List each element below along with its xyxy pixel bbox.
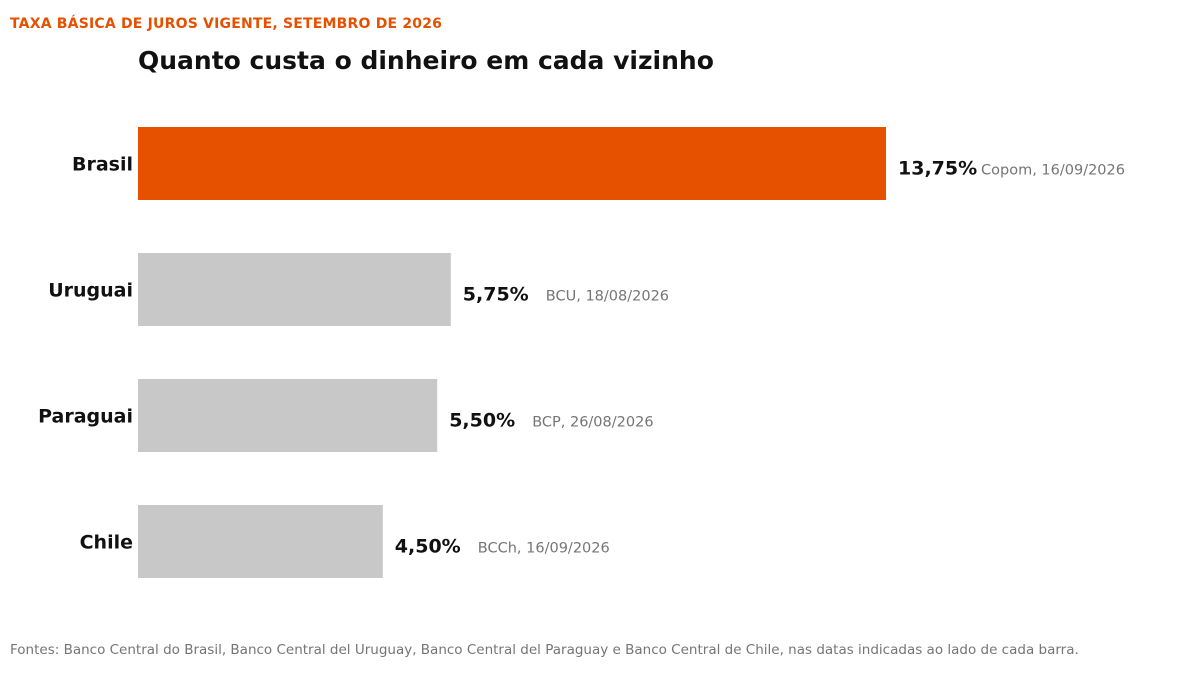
value-label: 13,75% [898, 158, 977, 180]
source-note: Copom, 16/09/2026 [981, 163, 1125, 179]
chart-kicker: TAXA BÁSICA DE JUROS VIGENTE, SETEMBRO D… [10, 16, 443, 32]
category-label: Chile [80, 532, 133, 554]
value-label: 5,75% [463, 284, 529, 306]
chart-title: Quanto custa o dinheiro em cada vizinho [138, 46, 714, 75]
bar-paraguai [138, 379, 438, 452]
category-label: Paraguai [38, 406, 133, 428]
value-label: 5,50% [449, 410, 515, 432]
bar-uruguai [138, 253, 451, 326]
bar-brasil [138, 127, 886, 200]
bar-chile [138, 505, 383, 578]
source-note: BCU, 18/08/2026 [546, 289, 669, 305]
category-label: Brasil [72, 154, 133, 176]
source-footnote: Fontes: Banco Central do Brasil, Banco C… [10, 642, 1079, 658]
category-label: Uruguai [48, 280, 133, 302]
source-note: BCP, 26/08/2026 [532, 415, 653, 431]
source-note: BCCh, 16/09/2026 [478, 541, 610, 557]
value-label: 4,50% [395, 536, 461, 558]
